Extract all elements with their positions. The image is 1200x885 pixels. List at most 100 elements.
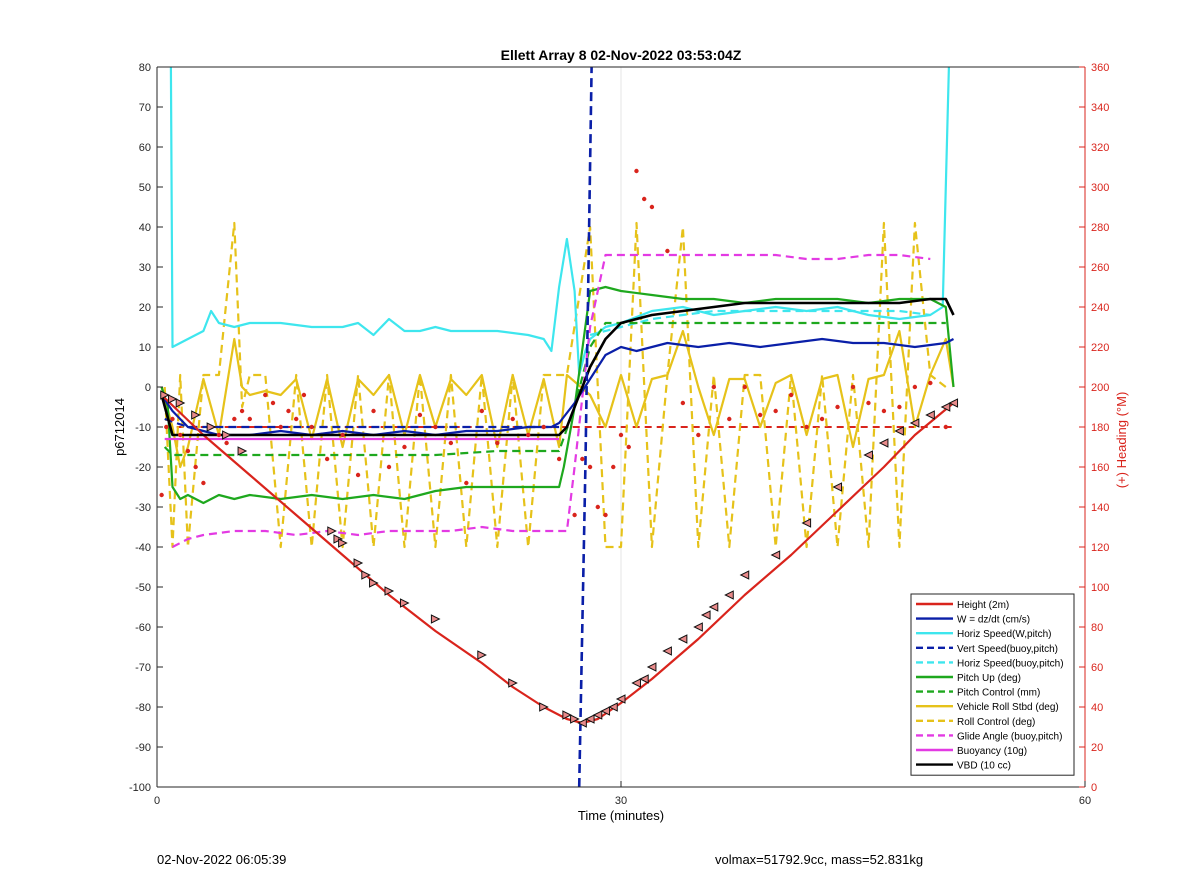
heading-point	[170, 416, 175, 422]
height-marker	[801, 518, 812, 528]
height-marker	[353, 558, 364, 568]
legend-label: Glide Angle (buoy,pitch)	[957, 731, 1062, 742]
right-y-tick-label: 40	[1091, 702, 1103, 714]
right-y-tick-label: 0	[1091, 782, 1097, 794]
y-tick-label: 20	[139, 302, 151, 314]
height-marker	[832, 482, 843, 492]
heading-point	[595, 504, 600, 510]
right-y-tick-label: 320	[1091, 142, 1109, 154]
height-marker	[584, 714, 595, 724]
heading-point	[355, 472, 361, 478]
x-axis-label: Time (minutes)	[578, 808, 664, 823]
height-marker	[662, 646, 672, 656]
heading-point	[665, 248, 670, 254]
height-marker	[338, 538, 348, 548]
y-tick-label: 50	[139, 182, 151, 194]
height-marker	[160, 390, 170, 400]
height-marker	[477, 650, 487, 660]
heading-point	[433, 424, 438, 430]
height-marker	[677, 634, 688, 644]
legend-label: Horiz Speed(buoy,pitch)	[957, 658, 1064, 669]
legend-label: Buoyancy (10g)	[957, 746, 1027, 757]
height-marker	[369, 578, 379, 588]
height-marker	[925, 410, 935, 420]
series-line-9	[171, 253, 931, 548]
heading-point	[611, 464, 616, 470]
height-marker	[222, 430, 232, 440]
right-y-tick-label: 140	[1091, 502, 1109, 514]
footer-timestamp: 02-Nov-2022 06:05:39	[157, 852, 287, 867]
heading-point	[943, 424, 948, 430]
height-marker	[615, 694, 626, 704]
height-marker	[399, 598, 410, 608]
legend: Height (2m) W = dz/dt (cm/s) Horiz Speed(W…	[910, 593, 1075, 776]
height-marker	[940, 402, 951, 412]
heading-point	[541, 424, 546, 430]
right-y-tick-label: 200	[1091, 382, 1109, 394]
heading-point	[479, 408, 484, 414]
heading-point	[866, 400, 871, 406]
right-y-tick-label: 80	[1091, 622, 1103, 634]
series-line-5	[160, 285, 955, 505]
heading-point	[247, 416, 252, 422]
height-marker	[237, 446, 248, 456]
heading-point	[526, 432, 531, 438]
y-tick-label: 60	[139, 142, 151, 154]
heading-point	[634, 168, 639, 174]
heading-point	[773, 408, 778, 414]
height-marker	[631, 678, 641, 688]
heading-point	[270, 400, 276, 406]
heading-point	[819, 416, 825, 422]
heading-point	[216, 432, 222, 438]
heading-point	[386, 464, 392, 470]
legend-label: Pitch Control (mm)	[957, 688, 1040, 699]
height-marker	[700, 610, 711, 620]
right-y-tick-label: 300	[1091, 182, 1109, 194]
right-y-tick-label: 220	[1091, 342, 1109, 354]
series-line-6	[163, 321, 946, 457]
height-marker	[508, 678, 518, 688]
legend-label: Horiz Speed(W,pitch)	[957, 629, 1051, 640]
right-y-axis-label: (+) Heading (°M)	[1114, 392, 1129, 489]
heading-point	[224, 440, 229, 446]
y-tick-label: -50	[135, 582, 151, 594]
y-tick-label: -70	[135, 662, 151, 674]
height-marker	[539, 702, 549, 712]
heading-point	[448, 440, 454, 446]
series-line-3	[164, 417, 560, 429]
height-marker	[430, 614, 441, 624]
legend-label: W = dz/dt (cm/s)	[957, 615, 1030, 626]
heading-point	[159, 492, 164, 498]
heading-point	[178, 432, 183, 438]
legend-label: Height (2m)	[957, 600, 1009, 611]
x-tick-label: 60	[1079, 795, 1091, 807]
heading-point	[193, 464, 198, 470]
right-y-tick-label: 100	[1091, 582, 1109, 594]
legend-label: Roll Control (deg)	[957, 717, 1035, 728]
heading-point	[286, 408, 291, 414]
axes-layer: -100-90-80-70-60-50-40-30-20-10010203040…	[129, 62, 1109, 807]
heading-point	[580, 456, 585, 462]
height-marker	[600, 706, 611, 716]
heading-point	[556, 456, 562, 462]
y-tick-label: 40	[139, 222, 151, 234]
height-marker	[948, 398, 959, 408]
heading-point	[309, 424, 314, 430]
heading-point	[324, 456, 330, 462]
legend-box	[910, 593, 1075, 776]
heading-point	[626, 444, 631, 450]
series-layer	[159, 67, 959, 787]
y-tick-label: -90	[135, 742, 151, 754]
y-tick-label: -10	[135, 422, 151, 434]
heading-point	[185, 448, 191, 454]
height-marker	[894, 426, 904, 436]
height-marker	[570, 714, 580, 724]
height-marker	[878, 438, 889, 448]
heading-point	[850, 384, 856, 390]
height-marker	[361, 570, 371, 580]
height-marker	[693, 622, 703, 632]
heading-point	[618, 432, 624, 438]
y-tick-label: -20	[135, 462, 151, 474]
height-marker	[708, 602, 719, 612]
